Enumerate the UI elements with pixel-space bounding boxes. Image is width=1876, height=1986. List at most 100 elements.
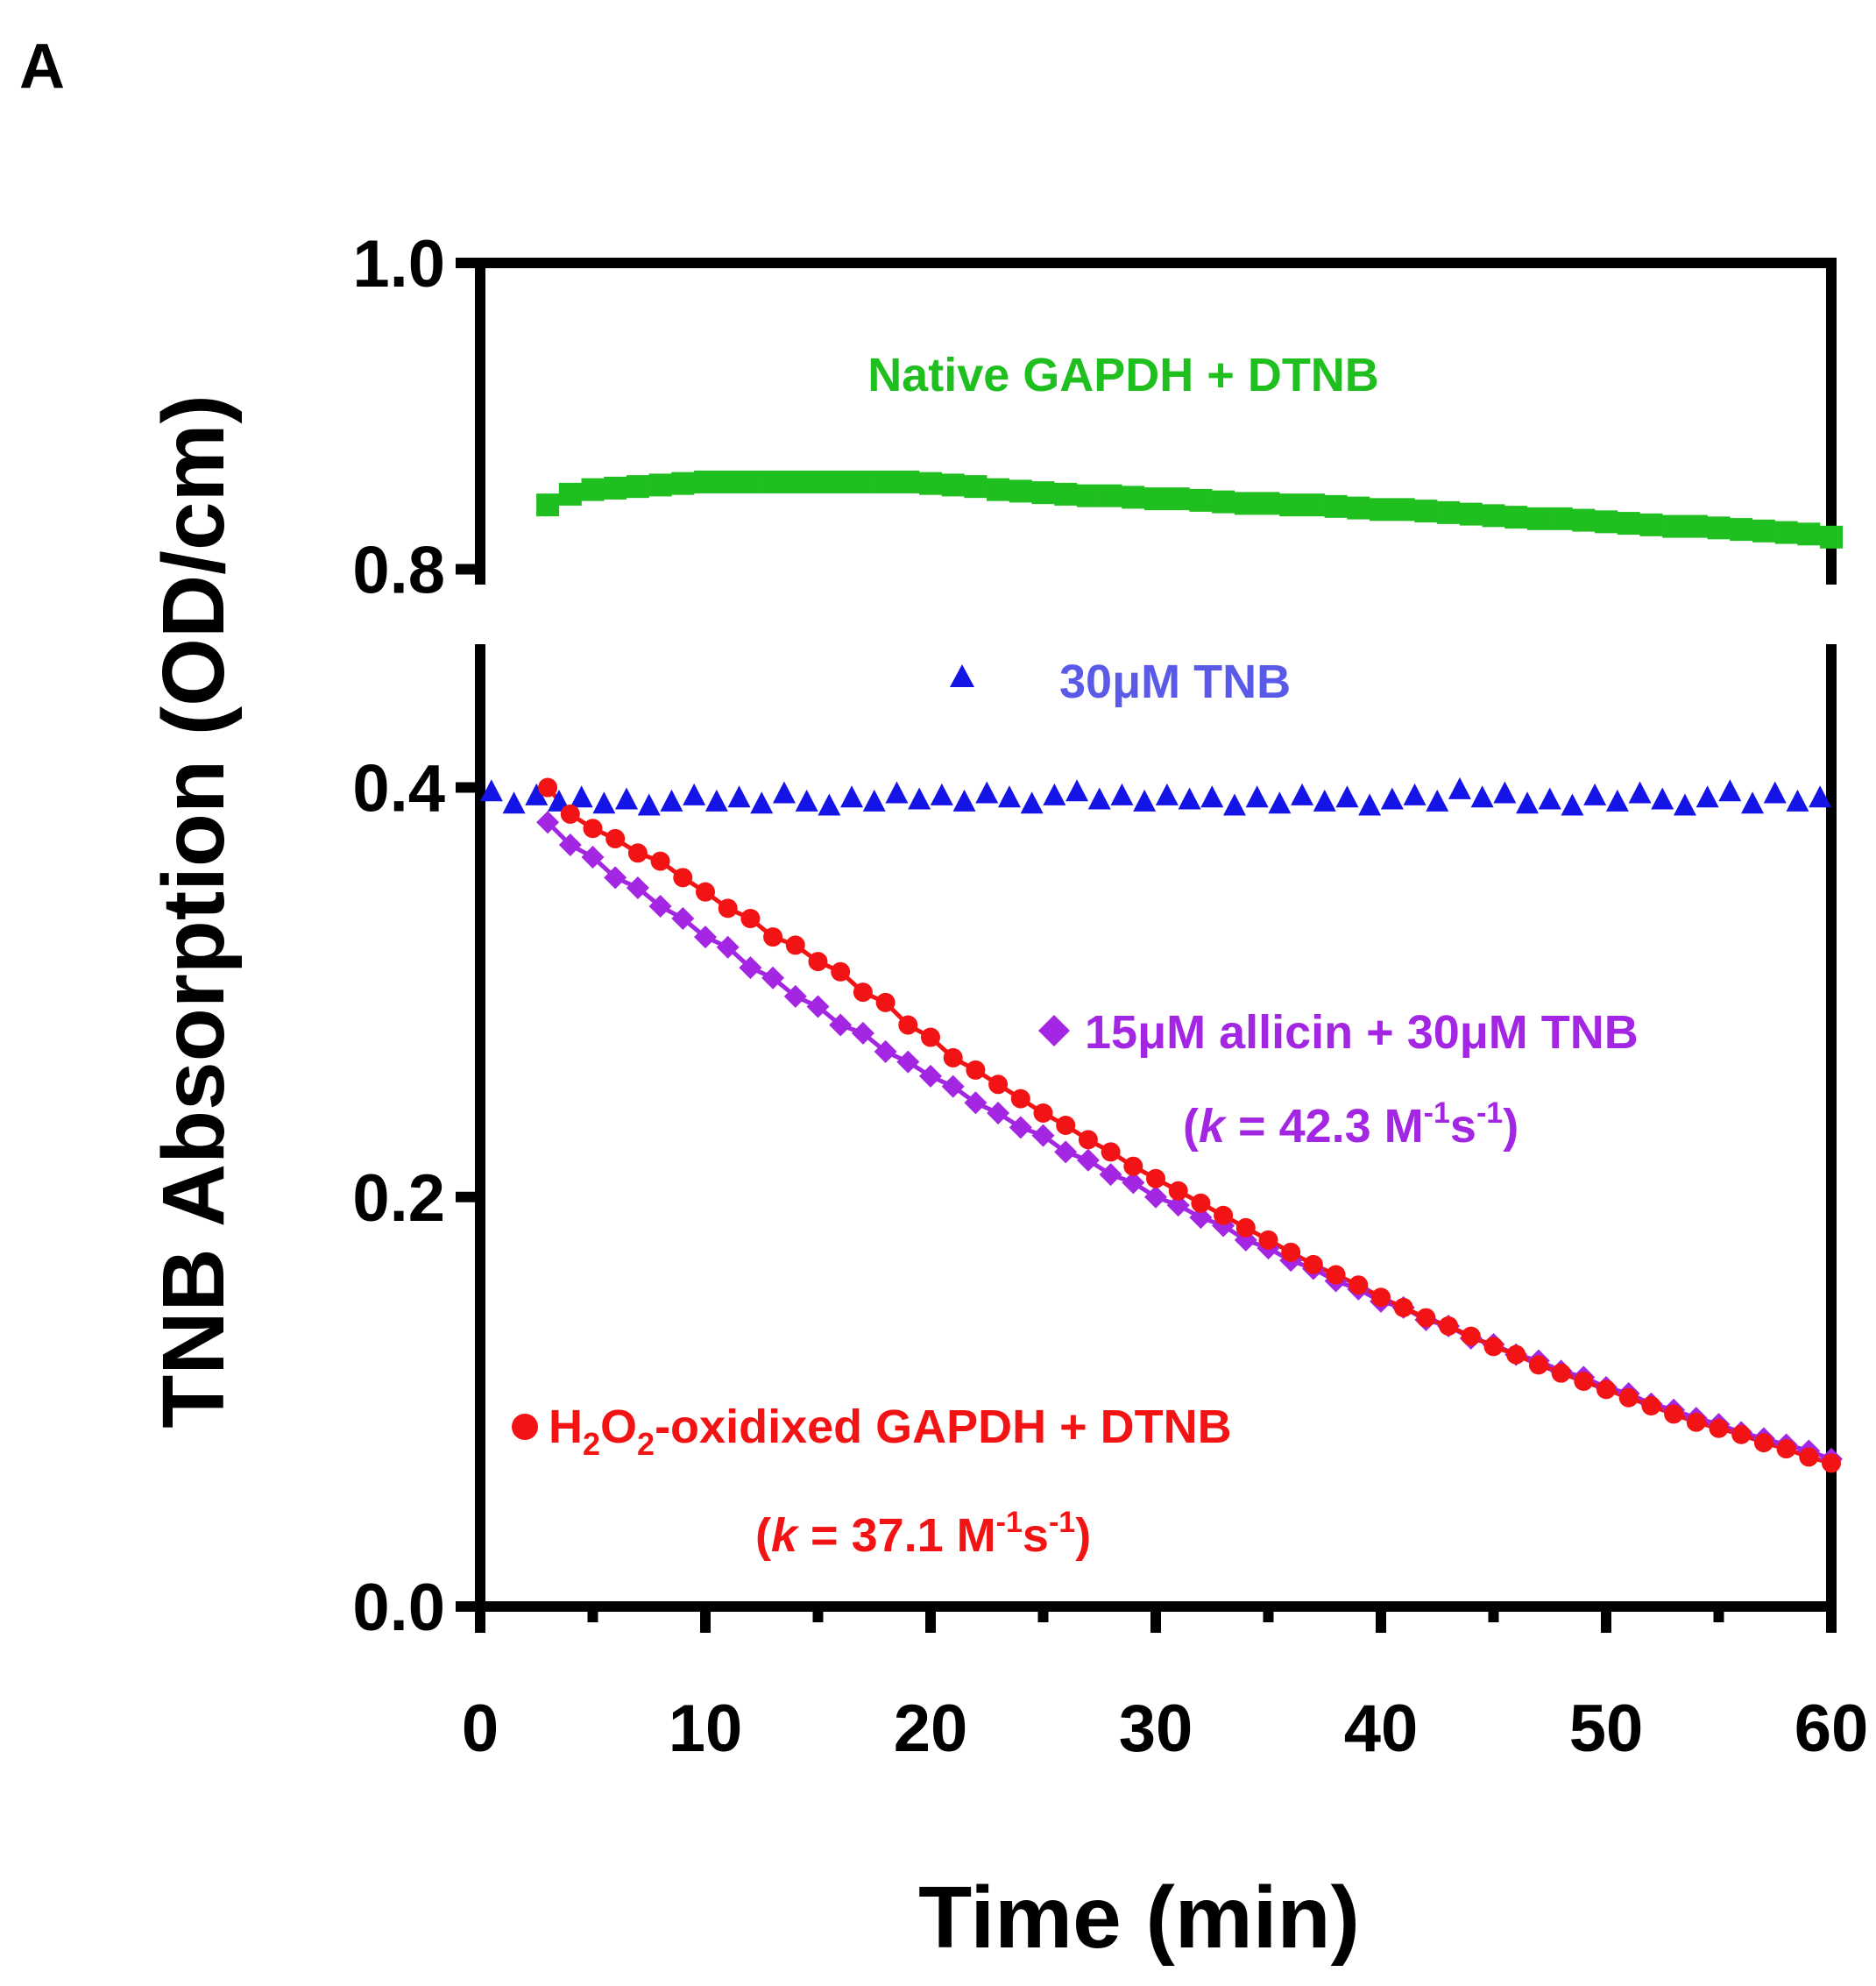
point-native (851, 470, 874, 493)
point-native (896, 470, 920, 493)
point-h2o2 (1146, 1168, 1165, 1188)
point-h2o2 (875, 992, 896, 1012)
point-h2o2 (1101, 1142, 1121, 1162)
legend-h2o2-k: (k = 37.1 M-1s-1) (755, 1506, 1091, 1562)
point-native (1797, 522, 1821, 546)
point-tnb (525, 783, 549, 805)
point-tnb (683, 783, 706, 805)
point-tnb (1583, 783, 1607, 805)
point-tnb (1538, 787, 1561, 810)
point-native (1301, 493, 1325, 517)
point-native (1707, 516, 1731, 540)
point-native (1662, 514, 1686, 538)
legend-h2o2-label: H2O2-oxidixed GAPDH + DTNB (549, 1401, 1232, 1462)
point-native (783, 470, 807, 493)
point-h2o2 (1371, 1287, 1391, 1308)
point-tnb (1605, 789, 1629, 812)
point-allicin (1054, 1140, 1078, 1164)
point-tnb (1786, 789, 1809, 812)
x-tick-label: 20 (894, 1692, 968, 1766)
legend-tnb-label: 30μM TNB (1059, 656, 1291, 708)
point-native (1099, 484, 1122, 507)
point-h2o2 (1664, 1404, 1684, 1424)
point-tnb (1763, 781, 1787, 804)
point-h2o2 (1191, 1193, 1211, 1213)
point-tnb (997, 785, 1021, 808)
point-tnb (704, 789, 728, 812)
point-allicin (829, 1013, 853, 1037)
point-allicin (626, 876, 649, 900)
point-h2o2 (1483, 1337, 1504, 1357)
point-tnb (1245, 785, 1269, 808)
point-allicin (604, 866, 627, 890)
point-allicin (1009, 1116, 1032, 1139)
point-allicin (896, 1050, 920, 1074)
legend-tnb: 30μM TNB (950, 656, 1291, 708)
legend-tnb-marker (950, 664, 974, 687)
point-tnb (1741, 791, 1765, 814)
panel-label: A (19, 32, 65, 102)
point-tnb (975, 781, 999, 804)
y-tick-label: 0.2 (352, 1161, 445, 1236)
point-h2o2 (1033, 1103, 1053, 1123)
point-native (581, 478, 605, 501)
point-native (739, 470, 762, 493)
point-h2o2 (921, 1027, 940, 1047)
point-h2o2 (1506, 1344, 1526, 1365)
x-tick-label: 30 (1119, 1692, 1193, 1766)
x-tick-label: 10 (669, 1692, 743, 1766)
point-tnb (750, 791, 774, 814)
point-native (1054, 482, 1078, 506)
point-allicin (694, 926, 717, 949)
point-native (761, 470, 785, 493)
point-h2o2 (1709, 1418, 1729, 1438)
point-tnb (1628, 781, 1652, 804)
point-native (1391, 498, 1415, 521)
x-tick-label: 0 (462, 1692, 499, 1766)
x-tick-label: 60 (1795, 1692, 1869, 1766)
point-allicin (987, 1101, 1010, 1124)
point-native (1774, 521, 1798, 544)
point-tnb (1133, 789, 1157, 812)
point-h2o2 (898, 1015, 918, 1035)
point-native (1730, 518, 1753, 542)
point-tnb (1403, 783, 1426, 805)
point-h2o2 (1461, 1326, 1481, 1346)
point-h2o2 (1776, 1439, 1796, 1459)
axes: 0.0 0.2 0.4 0.8 1.0 0 10 20 30 40 50 60 (352, 227, 1868, 1766)
point-native (1414, 500, 1438, 523)
point-tnb (1695, 785, 1719, 808)
point-h2o2 (673, 868, 693, 888)
point-allicin (1099, 1163, 1122, 1187)
point-allicin (851, 1021, 874, 1045)
point-native (1031, 481, 1055, 505)
x-axis-title: Time (min) (918, 1869, 1360, 1967)
point-native (1370, 498, 1392, 521)
point-tnb (952, 789, 976, 812)
point-h2o2 (1303, 1254, 1323, 1274)
point-tnb (1335, 785, 1359, 808)
point-tnb (1291, 783, 1314, 805)
point-tnb (637, 793, 661, 816)
point-tnb (479, 779, 503, 802)
point-allicin (1076, 1148, 1100, 1172)
point-tnb (1222, 793, 1246, 816)
point-h2o2 (627, 843, 648, 863)
point-h2o2 (763, 927, 783, 947)
point-tnb (1313, 789, 1336, 812)
point-tnb (1200, 785, 1224, 808)
point-native (1212, 490, 1235, 514)
point-tnb (1380, 787, 1404, 810)
point-tnb (727, 785, 751, 808)
point-h2o2 (1168, 1181, 1188, 1201)
point-native (941, 473, 965, 497)
point-tnb (1718, 779, 1742, 802)
point-h2o2 (966, 1060, 986, 1080)
point-native (919, 472, 942, 495)
point-h2o2 (1551, 1363, 1571, 1383)
point-allicin (536, 811, 560, 834)
point-h2o2 (1799, 1447, 1819, 1467)
point-allicin (806, 995, 830, 1018)
point-tnb (930, 783, 953, 805)
legend-h2o2-marker (512, 1414, 538, 1440)
